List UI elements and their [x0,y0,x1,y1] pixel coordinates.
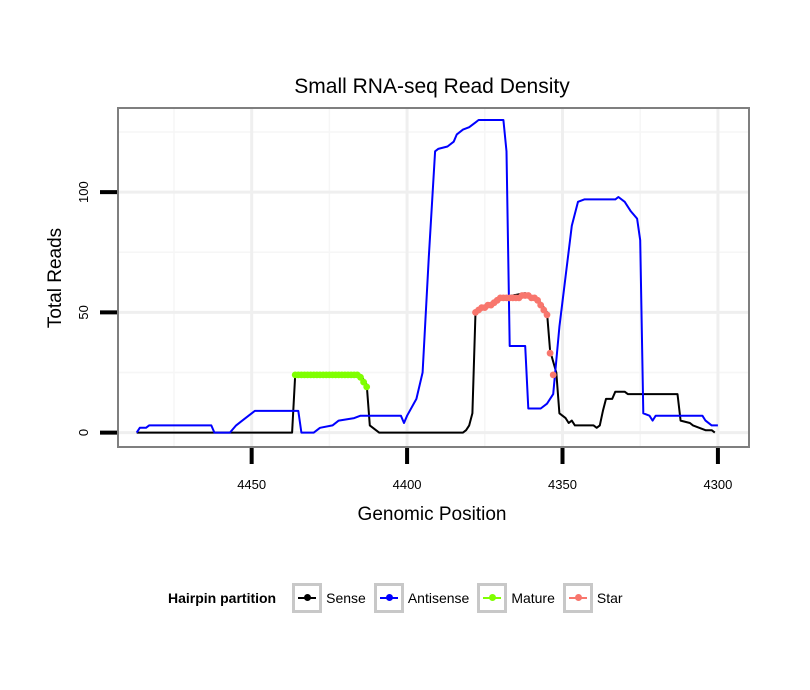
legend: Hairpin partition Sense Antisense Mature… [168,580,631,616]
chart-title: Small RNA-seq Read Density [294,75,570,98]
y-tick-label: 50 [76,305,91,319]
series-layer [135,119,718,434]
y-axis: 0 50 100 [76,181,117,436]
legend-item-antisense: Antisense [373,583,471,613]
x-axis-label: Genomic Position [358,504,507,525]
x-tick-label: 4350 [548,477,577,492]
legend-label-sense: Sense [326,590,366,606]
legend-title: Hairpin partition [168,590,277,606]
point-star [546,349,554,357]
x-axis: 4450 4400 4350 4300 [237,448,732,492]
legend-key-mature [477,583,508,613]
series-line-antisense [135,119,718,434]
point-mature [357,373,364,381]
legend-label-antisense: Antisense [407,590,470,606]
y-tick-label: 0 [76,429,91,436]
point-mature [360,378,367,386]
panel-border [117,107,750,448]
legend-key-sense [292,583,323,613]
legend-label-mature: Mature [511,590,555,606]
plot-panel [117,107,750,448]
point-star [543,311,551,319]
x-tick-label: 4300 [703,477,732,492]
legend-key-antisense [373,583,404,613]
y-tick-label: 100 [76,181,91,203]
x-tick-label: 4450 [237,477,266,492]
grid-minor [118,108,749,447]
y-axis-label: Total Reads [45,228,66,328]
legend-item-sense: Sense [292,583,368,613]
point-star [534,296,541,304]
legend-key-star [562,583,593,613]
point-star [540,306,548,314]
legend-item-star: Star [562,583,625,613]
point-star [549,371,557,379]
series-line-sense [136,292,716,434]
legend-item-mature: Mature [477,583,557,613]
point-mature [363,383,371,391]
x-tick-label: 4400 [393,477,422,492]
legend-label-star: Star [596,590,623,606]
point-star [537,301,545,309]
